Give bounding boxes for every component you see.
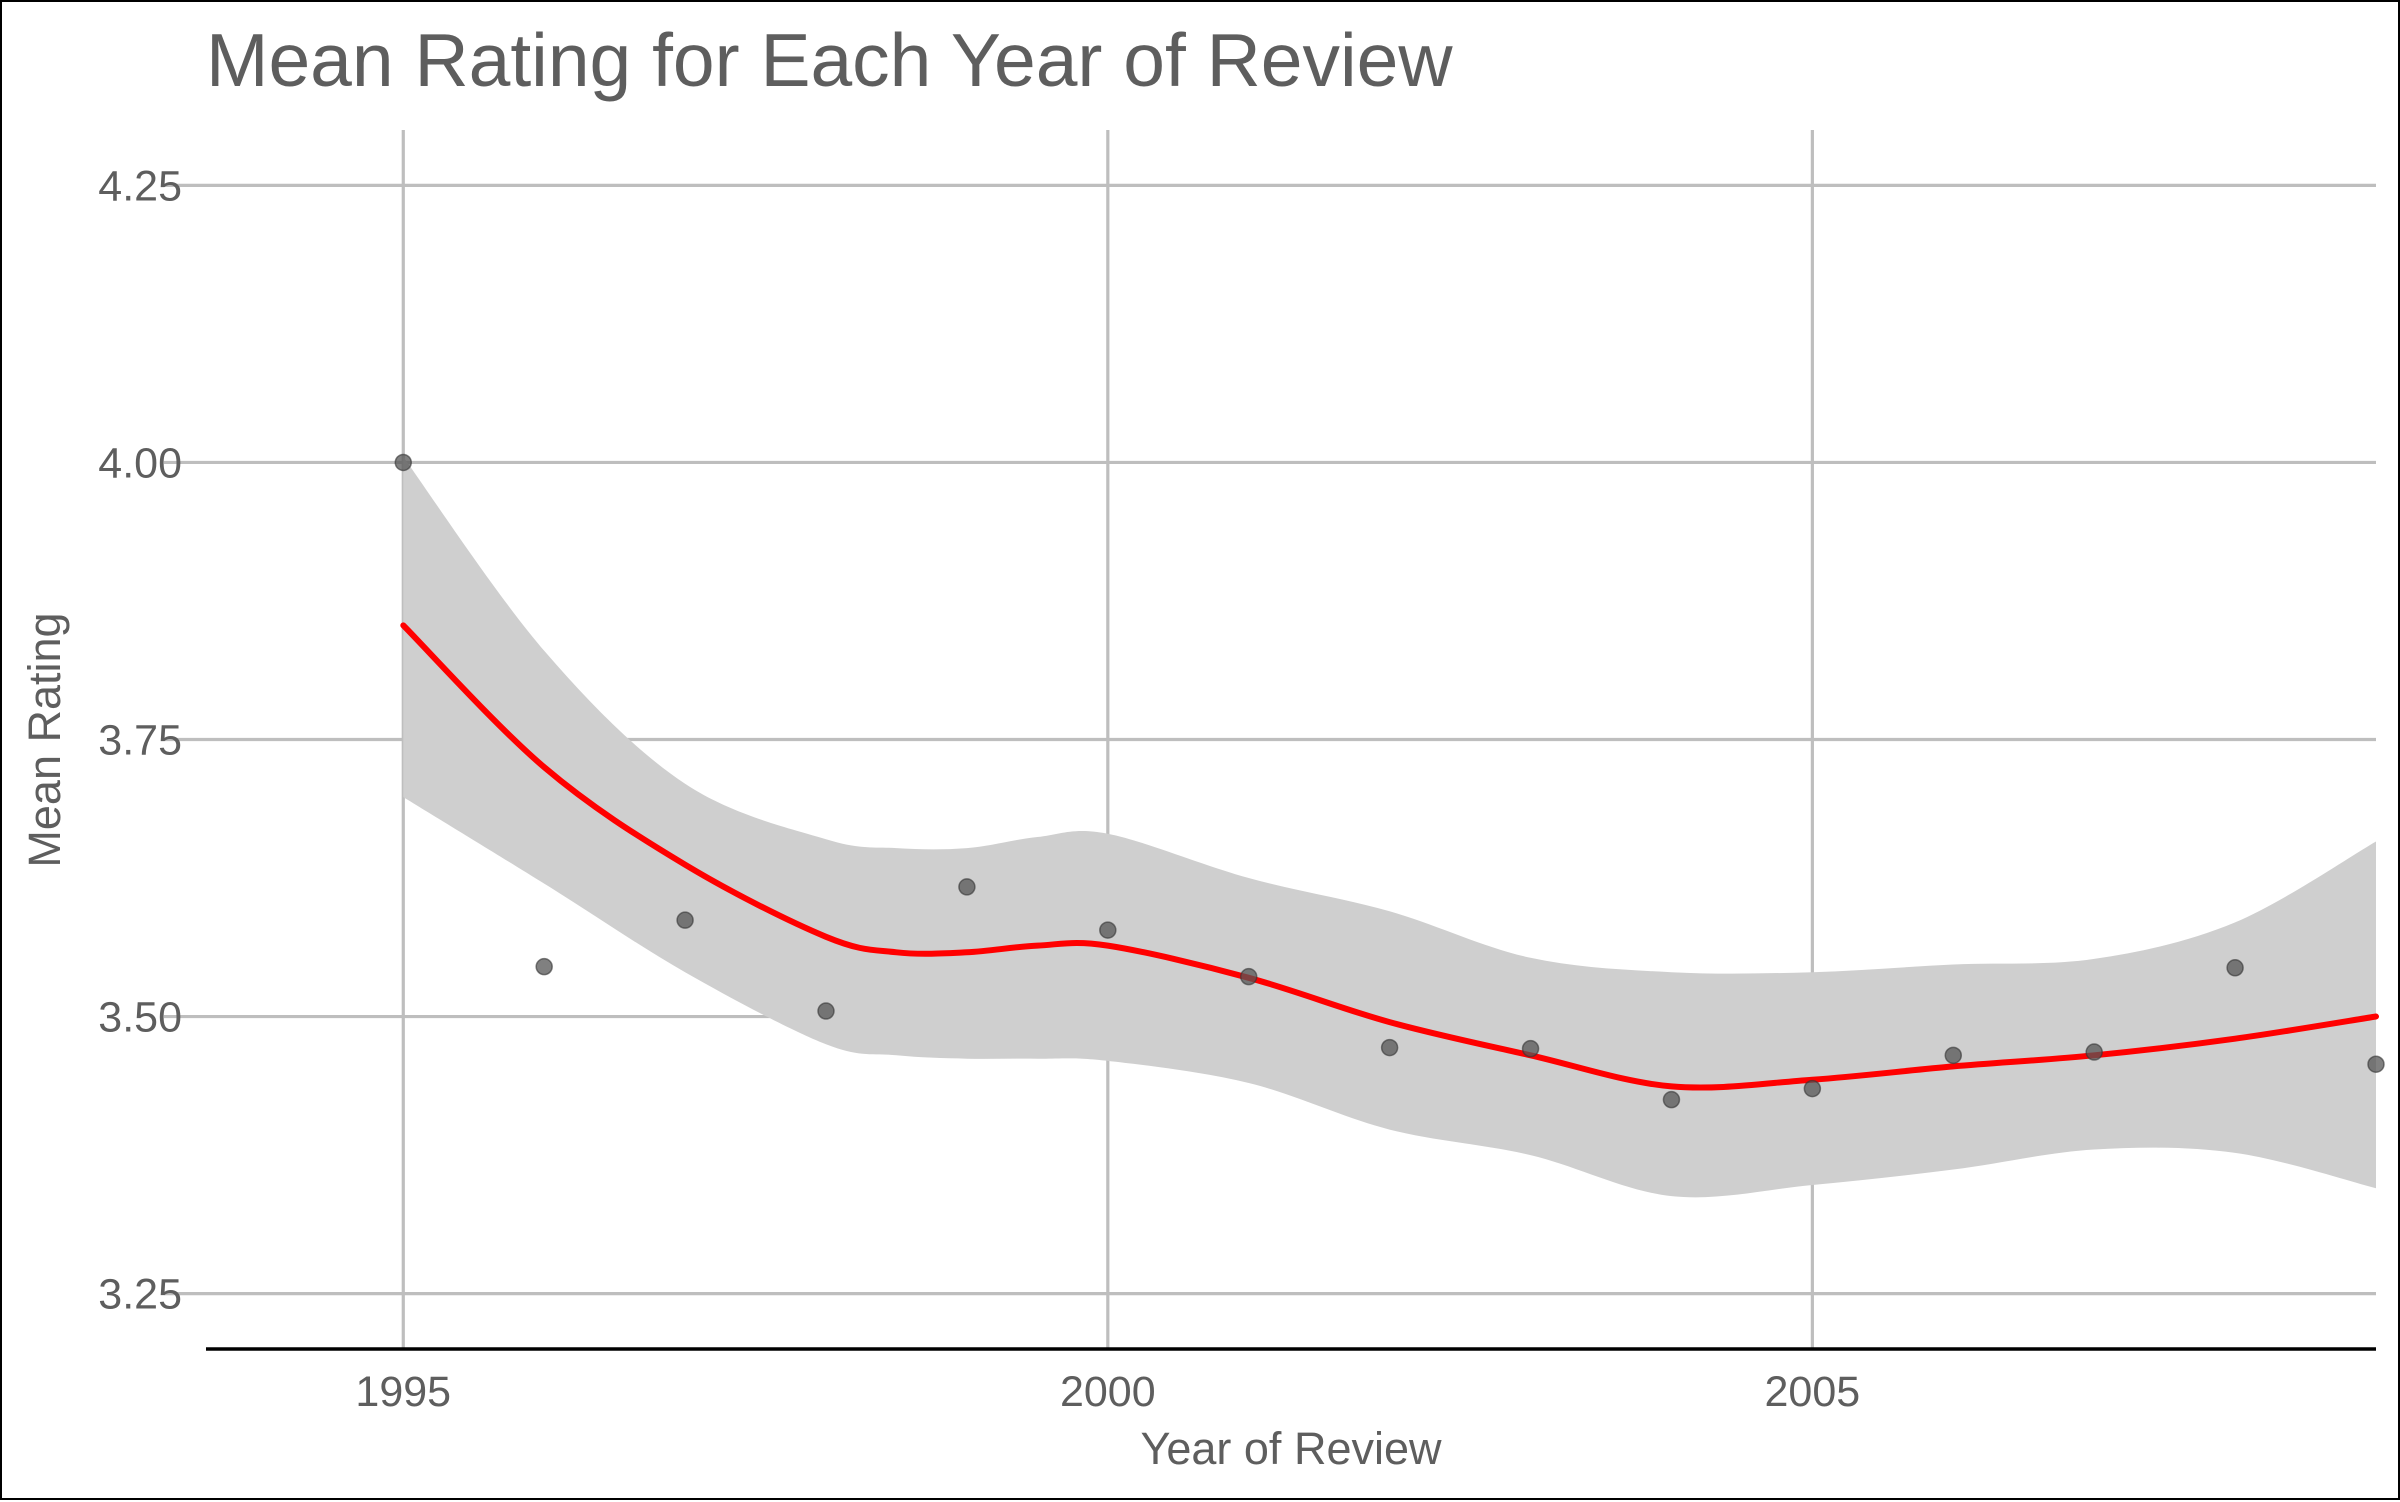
data-point-2000 bbox=[1099, 921, 1117, 939]
x-axis-title: Year of Review bbox=[1140, 1423, 1442, 1474]
y-axis-ticks: 3.25 3.50 3.75 4.00 4.25 bbox=[98, 162, 206, 1319]
confidence-band-layer bbox=[403, 456, 2376, 1198]
data-point-1997 bbox=[676, 911, 694, 929]
y-axis-title: Mean Rating bbox=[19, 612, 70, 867]
x-axis-ticks: 1995 2000 2005 bbox=[355, 1368, 1860, 1416]
y-tick-label-4.00: 4.00 bbox=[98, 439, 182, 487]
data-point-2009 bbox=[2367, 1055, 2385, 1073]
data-point-2002 bbox=[1380, 1038, 1399, 1057]
data-point-1995 bbox=[394, 453, 413, 472]
x-tick-label-2005: 2005 bbox=[1765, 1368, 1861, 1416]
x-tick-label-2000: 2000 bbox=[1060, 1368, 1156, 1416]
x-tick-label-1995: 1995 bbox=[355, 1368, 451, 1416]
y-tick-label-3.75: 3.75 bbox=[98, 717, 182, 765]
smooth-line-layer bbox=[400, 622, 2379, 1091]
y-tick-label-3.50: 3.50 bbox=[98, 994, 182, 1042]
data-point-2006 bbox=[1944, 1046, 1963, 1065]
points-layer bbox=[394, 453, 2385, 1109]
y-tick-label-4.25: 4.25 bbox=[98, 162, 182, 210]
data-point-2005 bbox=[1803, 1079, 1822, 1098]
confidence-band bbox=[403, 456, 2376, 1198]
data-point-2007 bbox=[2085, 1043, 2103, 1061]
data-point-2004 bbox=[1662, 1090, 1681, 1109]
data-point-2008 bbox=[2226, 959, 2244, 977]
data-point-2001 bbox=[1239, 967, 1258, 986]
data-point-1998 bbox=[817, 1002, 835, 1020]
data-point-1996 bbox=[535, 957, 553, 976]
y-tick-label-3.25: 3.25 bbox=[98, 1271, 182, 1319]
smooth-trend-line bbox=[400, 622, 2379, 1091]
data-point-1999 bbox=[958, 878, 976, 896]
data-point-2003 bbox=[1521, 1039, 1540, 1058]
chart-title: Mean Rating for Each Year of Review bbox=[206, 18, 1453, 102]
